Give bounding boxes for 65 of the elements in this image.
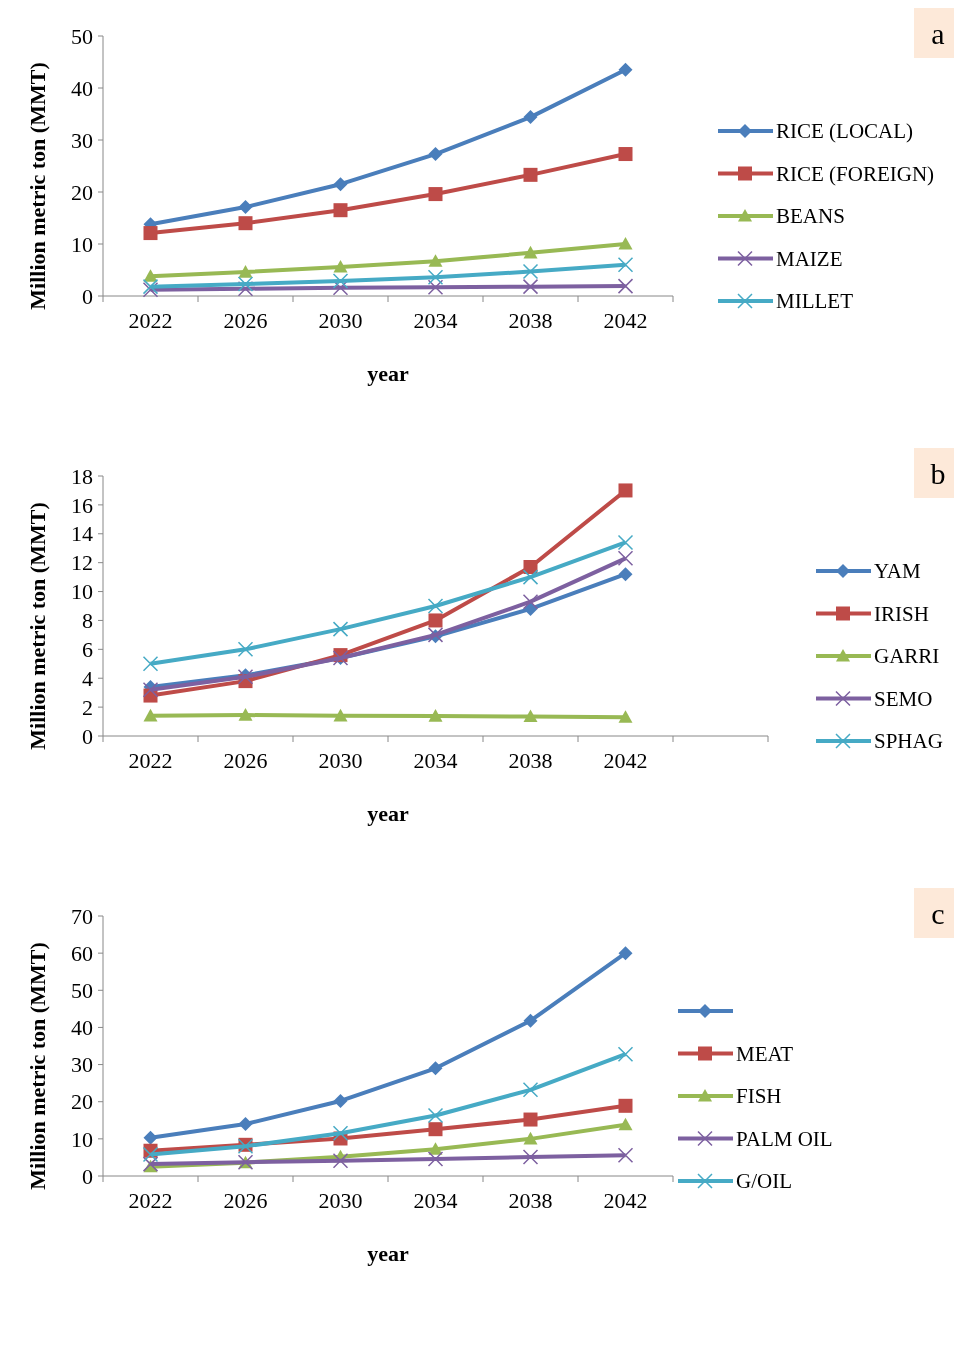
x-tick-label: 2034 bbox=[413, 308, 458, 333]
y-tick-label: 18 bbox=[71, 463, 93, 489]
legend-label: GARRI bbox=[874, 644, 940, 669]
y-tick-label: 70 bbox=[71, 903, 93, 929]
legend-label: RICE (LOCAL) bbox=[776, 119, 914, 144]
y-tick-label: 30 bbox=[71, 1052, 93, 1078]
x-tick-label: 2026 bbox=[223, 1188, 268, 1213]
x-tick-label: 2042 bbox=[603, 748, 648, 773]
x-tick-label: 2034 bbox=[413, 1188, 458, 1213]
x-axis-title: year bbox=[367, 361, 409, 386]
y-tick-label: 0 bbox=[82, 1163, 93, 1189]
y-tick-label: 50 bbox=[71, 23, 93, 49]
y-axis-title: Million metric ton (MMT) bbox=[25, 62, 50, 310]
legend-label: MAIZE bbox=[776, 246, 843, 271]
x-tick-label: 2042 bbox=[603, 1188, 648, 1213]
y-tick-label: 0 bbox=[82, 283, 93, 309]
x-tick-label: 2030 bbox=[318, 308, 363, 333]
y-tick-label: 8 bbox=[82, 608, 93, 634]
x-tick-label: 2038 bbox=[508, 308, 553, 333]
y-tick-label: 30 bbox=[71, 127, 93, 153]
legend-label: MILLET bbox=[776, 289, 854, 314]
legend-label: YAM bbox=[874, 559, 921, 584]
y-tick-label: 6 bbox=[82, 637, 93, 663]
y-tick-label: 20 bbox=[71, 1089, 93, 1115]
legend-label: IRISH bbox=[874, 601, 929, 626]
x-tick-label: 2022 bbox=[128, 1188, 173, 1213]
y-tick-label: 50 bbox=[71, 977, 93, 1003]
x-tick-label: 2038 bbox=[508, 1188, 553, 1213]
x-tick-label: 2026 bbox=[223, 748, 268, 773]
text: a bbox=[931, 16, 945, 50]
legend-label: SPHAG bbox=[874, 729, 943, 754]
x-tick-label: 2030 bbox=[318, 748, 363, 773]
y-tick-label: 60 bbox=[71, 940, 93, 966]
y-tick-label: 12 bbox=[71, 550, 93, 576]
y-tick-label: 2 bbox=[82, 694, 93, 720]
y-tick-label: 10 bbox=[71, 231, 93, 257]
legend-label: PALM OIL bbox=[736, 1126, 833, 1151]
legend-label: FISH bbox=[736, 1084, 782, 1109]
y-tick-label: 40 bbox=[71, 75, 93, 101]
y-tick-label: 10 bbox=[71, 1126, 93, 1152]
y-tick-label: 16 bbox=[71, 492, 93, 518]
x-axis-title: year bbox=[367, 1241, 409, 1266]
x-tick-label: 2022 bbox=[128, 308, 173, 333]
y-tick-label: 40 bbox=[71, 1015, 93, 1041]
legend-label: G/OIL bbox=[736, 1169, 792, 1194]
x-tick-label: 2034 bbox=[413, 748, 458, 773]
x-tick-label: 2026 bbox=[223, 308, 268, 333]
x-tick-label: 2038 bbox=[508, 748, 553, 773]
y-tick-label: 0 bbox=[82, 723, 93, 749]
x-axis-title: year bbox=[367, 801, 409, 826]
legend-label: BEANS bbox=[776, 204, 845, 229]
y-tick-label: 14 bbox=[71, 521, 93, 547]
legend-label: RICE (FOREIGN) bbox=[776, 161, 935, 186]
x-tick-label: 2030 bbox=[318, 1188, 363, 1213]
y-tick-label: 10 bbox=[71, 579, 93, 605]
legend-label: MEAT bbox=[736, 1041, 794, 1066]
y-axis-title: Million metric ton (MMT) bbox=[25, 942, 50, 1190]
text: b bbox=[930, 456, 946, 490]
text: c bbox=[931, 896, 945, 930]
y-tick-label: 20 bbox=[71, 179, 93, 205]
y-tick-label: 4 bbox=[82, 665, 93, 691]
x-tick-label: 2042 bbox=[603, 308, 648, 333]
x-tick-label: 2022 bbox=[128, 748, 173, 773]
legend-label: SEMO bbox=[874, 686, 933, 711]
y-axis-title: Million metric ton (MMT) bbox=[25, 502, 50, 750]
